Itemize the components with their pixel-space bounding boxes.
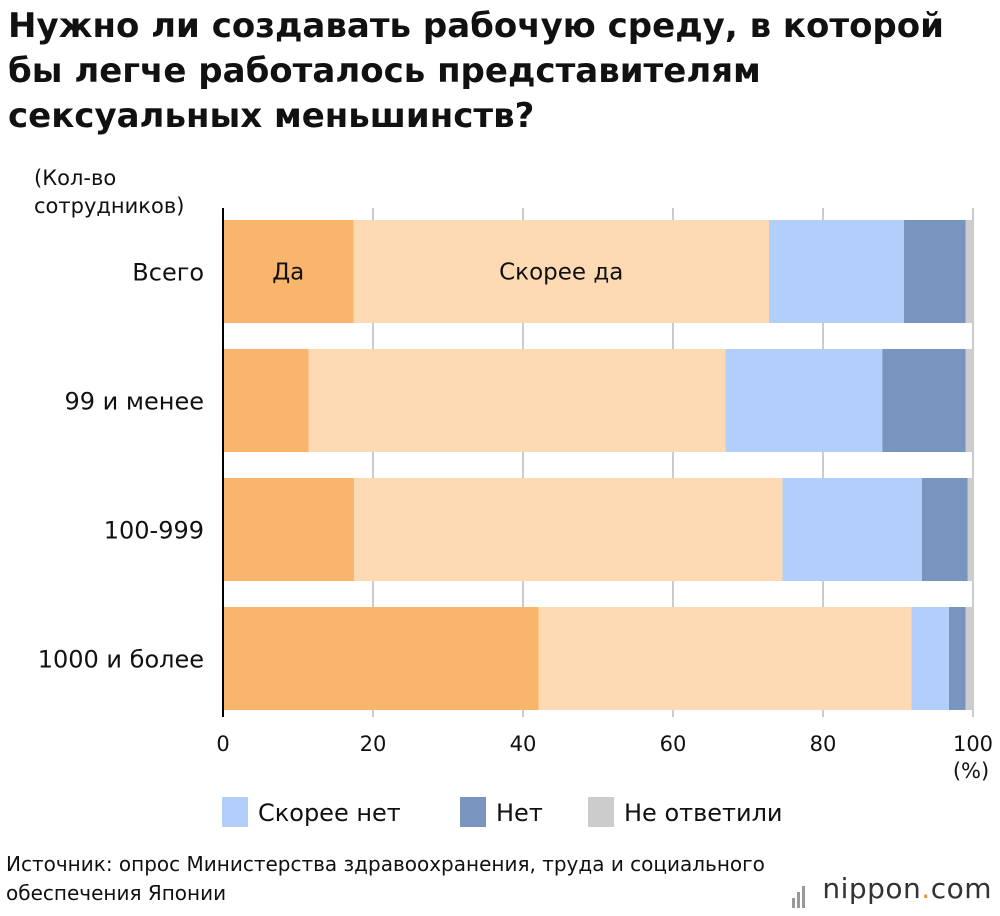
category-labels: Всего 99 и менее 100-999 1000 и более — [38, 259, 204, 674]
category-label: Всего — [132, 259, 204, 287]
legend-swatch — [222, 797, 248, 827]
stacked-bar-chart: 0 20 40 60 80 100 Всего 99 и менее 100-999 1000 … — [38, 208, 993, 827]
nippon-logo: nippon.com — [792, 872, 992, 908]
bar-segment — [965, 220, 973, 323]
legend: Скорее нет Нет Не ответили — [222, 797, 783, 827]
logo-name: nippon — [822, 872, 922, 905]
inline-series-labels: Да Скорее да — [272, 260, 623, 286]
logo-dot: . — [921, 872, 931, 905]
legend-entry: Скорее нет — [222, 797, 401, 827]
bars — [223, 220, 973, 710]
category-label: 100-999 — [104, 517, 204, 545]
inline-series-label: Да — [272, 260, 304, 286]
legend-entry: Нет — [460, 797, 543, 827]
source-note: Источник: опрос Министерства здравоохран… — [6, 852, 765, 905]
bar-segment — [904, 220, 966, 323]
bar-segment — [965, 349, 973, 452]
legend-entry: Не ответили — [588, 797, 783, 827]
category-label: 1000 и более — [38, 646, 204, 674]
x-tick-label: 40 — [510, 732, 537, 756]
legend-swatch — [588, 797, 614, 827]
bar-segment — [922, 478, 968, 581]
bar-segment — [223, 349, 309, 452]
bar-segment — [725, 349, 883, 452]
logo-domain: com — [930, 872, 992, 905]
chart-title: Нужно ли создавать рабочую среду, в кото… — [8, 6, 944, 136]
x-tick-label: 80 — [810, 732, 837, 756]
legend-swatch — [460, 797, 486, 827]
bar-segment — [949, 607, 966, 710]
bar-segment — [782, 478, 922, 581]
y-axis-label: (Кол-во сотрудников) — [34, 166, 185, 218]
x-tick-label: 100 — [953, 732, 993, 756]
bar-segment — [223, 220, 354, 323]
bar-segment — [538, 607, 912, 710]
bar-segment — [223, 607, 539, 710]
bar-segment — [967, 478, 973, 581]
legend-label: Скорее нет — [258, 799, 401, 827]
bar-segment — [354, 478, 783, 581]
x-tick-label: 60 — [660, 732, 687, 756]
logo-grip-icon — [792, 875, 816, 908]
bar-segment — [353, 220, 769, 323]
x-tick-label: 0 — [216, 732, 229, 756]
x-axis: 0 20 40 60 80 100 — [216, 208, 993, 756]
x-unit-label: (%) — [953, 759, 989, 783]
legend-label: Не ответили — [624, 799, 783, 827]
x-tick-label: 20 — [360, 732, 387, 756]
bar-segment — [223, 478, 355, 581]
bar-segment — [769, 220, 904, 323]
legend-label: Нет — [496, 799, 543, 827]
bar-segment — [965, 607, 973, 710]
inline-series-label: Скорее да — [499, 260, 623, 286]
bar-segment — [308, 349, 726, 452]
bar-segment — [882, 349, 966, 452]
bar-segment — [911, 607, 949, 710]
category-label: 99 и менее — [65, 388, 205, 416]
